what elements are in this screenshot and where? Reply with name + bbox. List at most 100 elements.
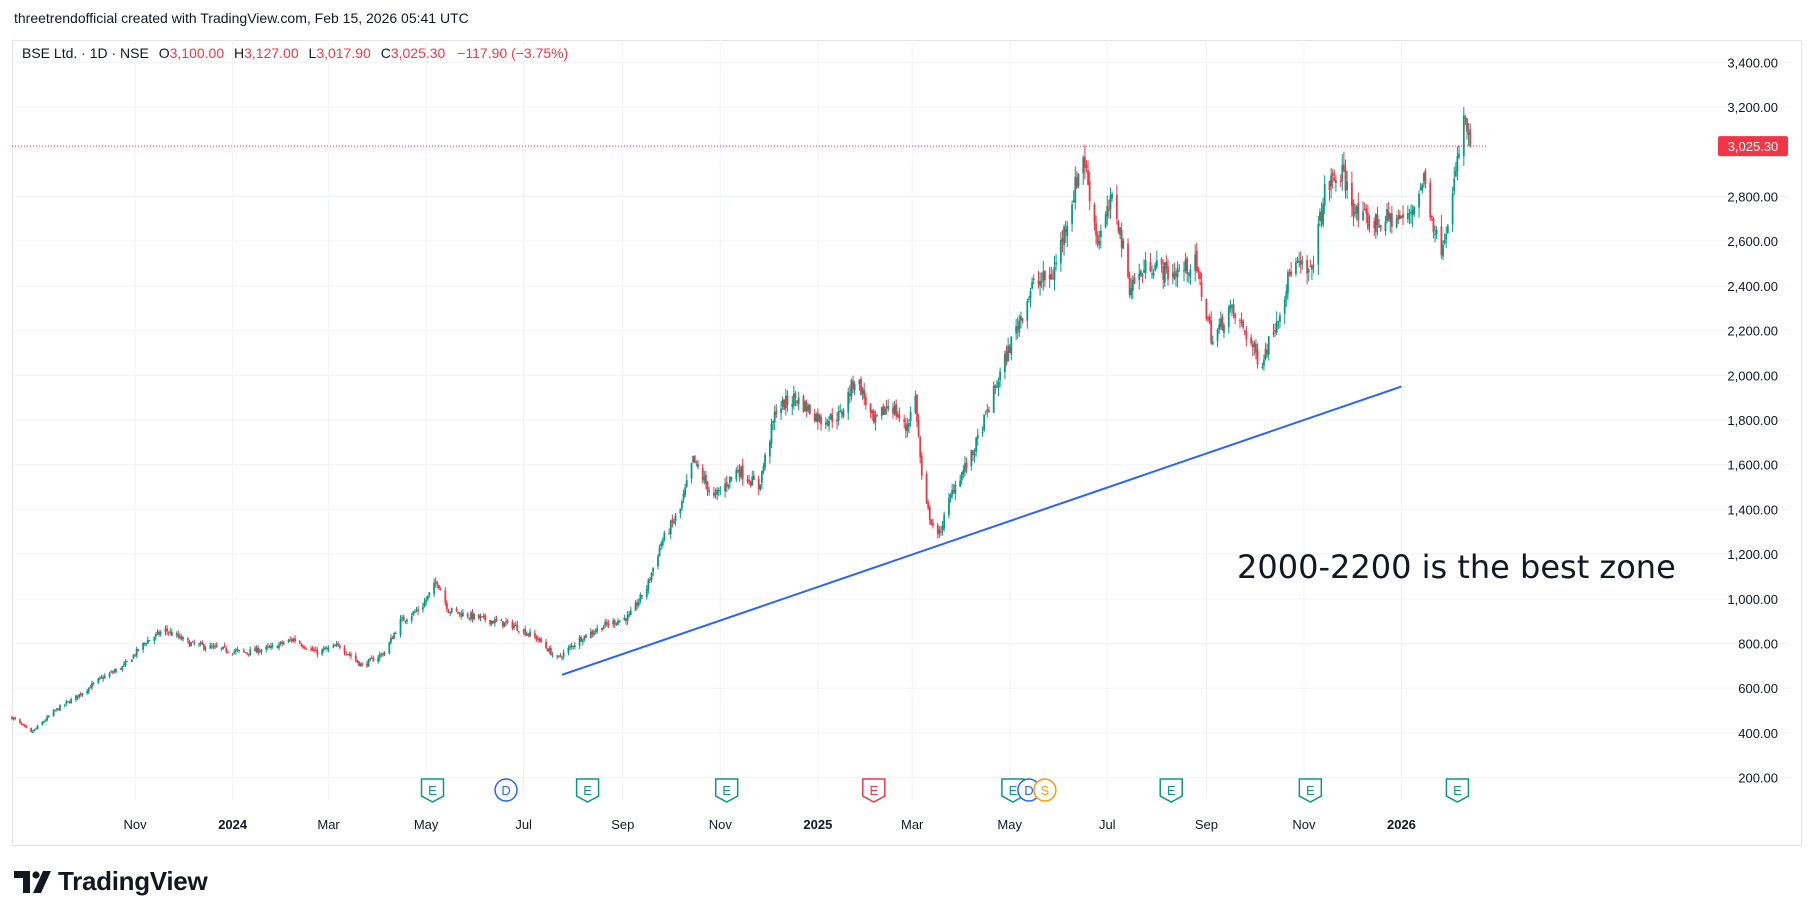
candle[interactable] bbox=[898, 407, 901, 423]
candle[interactable] bbox=[533, 629, 536, 639]
candle[interactable] bbox=[1200, 273, 1203, 301]
candle[interactable] bbox=[169, 627, 172, 636]
candle[interactable] bbox=[36, 724, 39, 730]
candle[interactable] bbox=[1334, 174, 1337, 192]
candle[interactable] bbox=[671, 514, 674, 528]
candle[interactable] bbox=[258, 648, 261, 654]
candle[interactable] bbox=[863, 382, 866, 406]
candle[interactable] bbox=[1277, 320, 1280, 330]
candle[interactable] bbox=[446, 600, 448, 612]
candle[interactable] bbox=[1266, 343, 1269, 358]
candle[interactable] bbox=[425, 596, 428, 606]
candle[interactable] bbox=[1138, 263, 1141, 290]
candle[interactable] bbox=[596, 624, 599, 635]
candle[interactable] bbox=[428, 592, 431, 598]
candle[interactable] bbox=[41, 720, 44, 726]
candle[interactable] bbox=[876, 414, 878, 418]
candle[interactable] bbox=[874, 410, 877, 431]
candle[interactable] bbox=[625, 617, 627, 625]
candle[interactable] bbox=[255, 645, 258, 654]
candle[interactable] bbox=[556, 655, 559, 660]
candle[interactable] bbox=[1243, 329, 1246, 336]
candle[interactable] bbox=[57, 708, 60, 711]
candle[interactable] bbox=[155, 632, 157, 640]
candle[interactable] bbox=[1283, 296, 1286, 324]
candle[interactable] bbox=[673, 518, 675, 525]
candle[interactable] bbox=[693, 455, 696, 464]
candle[interactable] bbox=[1440, 214, 1443, 259]
candle[interactable] bbox=[1429, 178, 1432, 221]
candle[interactable] bbox=[1029, 287, 1032, 308]
candle[interactable] bbox=[605, 619, 608, 628]
candle[interactable] bbox=[383, 651, 386, 657]
candle[interactable] bbox=[147, 636, 149, 644]
candle[interactable] bbox=[334, 643, 336, 647]
candle[interactable] bbox=[433, 578, 436, 597]
candle[interactable] bbox=[1106, 195, 1109, 225]
candle[interactable] bbox=[438, 584, 440, 590]
candle[interactable] bbox=[1127, 238, 1129, 279]
candle[interactable] bbox=[327, 645, 330, 653]
candle[interactable] bbox=[1107, 199, 1110, 219]
candle[interactable] bbox=[81, 692, 84, 697]
candle[interactable] bbox=[97, 677, 100, 685]
candle[interactable] bbox=[223, 642, 226, 648]
candle[interactable] bbox=[1227, 304, 1230, 334]
candle[interactable] bbox=[791, 395, 794, 416]
candle[interactable] bbox=[322, 645, 325, 653]
candle[interactable] bbox=[12, 717, 15, 721]
candle[interactable] bbox=[1104, 211, 1107, 229]
candle[interactable] bbox=[1186, 256, 1189, 282]
candle[interactable] bbox=[936, 522, 939, 539]
candle[interactable] bbox=[449, 611, 452, 617]
candle[interactable] bbox=[287, 638, 290, 644]
candle[interactable] bbox=[473, 613, 475, 621]
candle[interactable] bbox=[369, 657, 372, 662]
candle[interactable] bbox=[796, 400, 798, 407]
candle[interactable] bbox=[829, 413, 832, 421]
candle[interactable] bbox=[134, 653, 137, 657]
candle[interactable] bbox=[853, 380, 856, 396]
candle[interactable] bbox=[1074, 166, 1077, 210]
candle[interactable] bbox=[748, 474, 750, 486]
candle[interactable] bbox=[749, 480, 752, 488]
candle[interactable] bbox=[1088, 171, 1091, 211]
candle[interactable] bbox=[1195, 242, 1198, 273]
candle[interactable] bbox=[260, 648, 263, 655]
candle[interactable] bbox=[70, 697, 73, 704]
candle[interactable] bbox=[524, 625, 527, 637]
candle[interactable] bbox=[143, 642, 146, 646]
candle[interactable] bbox=[567, 645, 570, 656]
candle[interactable] bbox=[626, 610, 629, 625]
candle[interactable] bbox=[848, 385, 851, 404]
candle[interactable] bbox=[1413, 205, 1416, 217]
candle[interactable] bbox=[959, 474, 962, 488]
candle[interactable] bbox=[300, 642, 303, 648]
candle[interactable] bbox=[1363, 202, 1366, 211]
candle[interactable] bbox=[1453, 166, 1456, 196]
candle[interactable] bbox=[674, 512, 677, 526]
candle[interactable] bbox=[102, 674, 105, 682]
candle[interactable] bbox=[1411, 204, 1414, 228]
candle[interactable] bbox=[254, 645, 256, 652]
candle[interactable] bbox=[226, 650, 229, 654]
candle[interactable] bbox=[1139, 269, 1142, 277]
candle[interactable] bbox=[137, 648, 140, 652]
candle[interactable] bbox=[738, 463, 741, 482]
candle[interactable] bbox=[1093, 202, 1096, 231]
candle[interactable] bbox=[1039, 272, 1041, 296]
candle[interactable] bbox=[20, 721, 23, 726]
candle[interactable] bbox=[148, 639, 151, 641]
candle[interactable] bbox=[177, 630, 180, 640]
candle[interactable] bbox=[658, 544, 661, 557]
candle[interactable] bbox=[617, 618, 619, 626]
candle[interactable] bbox=[91, 680, 93, 691]
candle[interactable] bbox=[692, 455, 695, 464]
candle[interactable] bbox=[209, 642, 212, 649]
candle[interactable] bbox=[503, 622, 506, 628]
candle[interactable] bbox=[1354, 203, 1356, 218]
candle[interactable] bbox=[1218, 318, 1221, 334]
candle[interactable] bbox=[492, 620, 495, 624]
candle[interactable] bbox=[992, 381, 995, 414]
candle[interactable] bbox=[52, 708, 55, 717]
